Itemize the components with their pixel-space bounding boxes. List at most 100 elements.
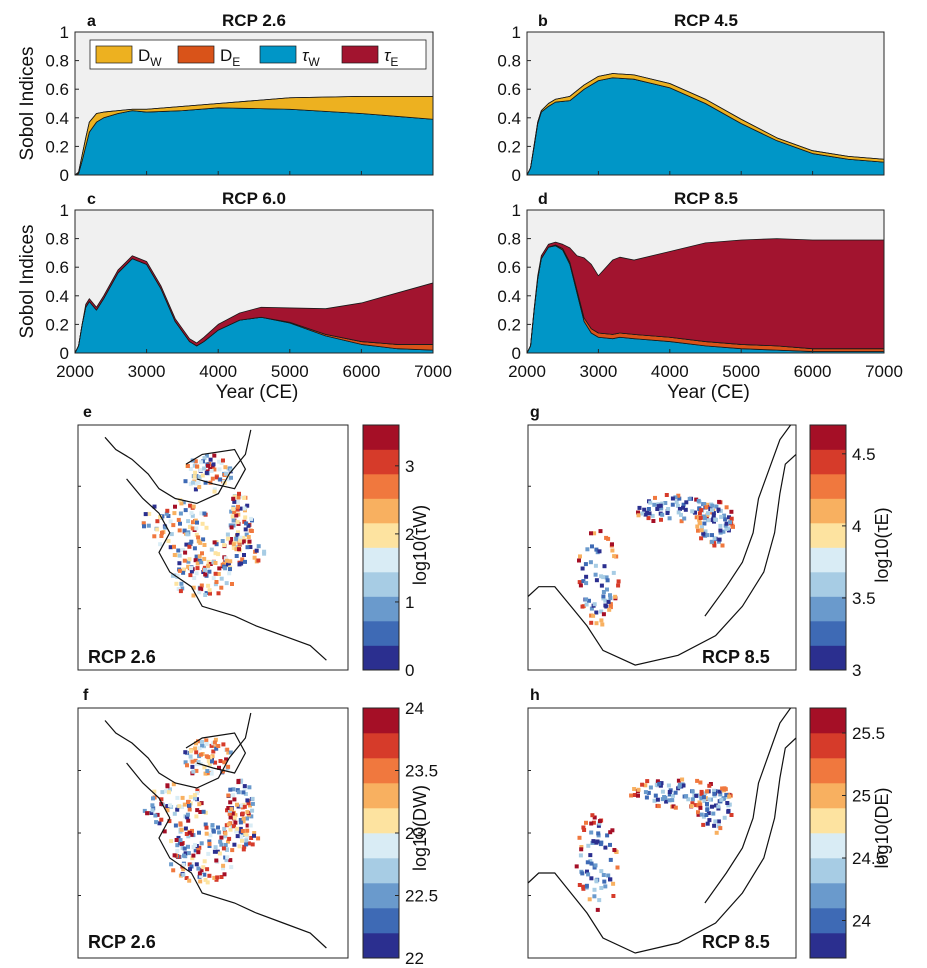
map-cell-f <box>194 741 198 746</box>
map-cell-e <box>158 515 163 519</box>
map-frame-h <box>527 707 797 959</box>
map-cell-f <box>174 838 179 842</box>
map-cell-g <box>591 613 596 618</box>
map-cell-f <box>198 810 203 814</box>
map-cell-e <box>231 546 236 550</box>
map-cell-h <box>643 790 648 795</box>
map-cell-f <box>241 819 246 824</box>
map-cell-f <box>221 742 226 747</box>
map-cell-f <box>219 835 224 840</box>
map-cell-h <box>599 886 604 890</box>
map-cell-e <box>209 547 214 552</box>
map-cell-e <box>191 593 196 598</box>
y-tick-label-d-0: 0 <box>512 344 521 363</box>
map-cell-f <box>214 877 219 882</box>
map-cell-e <box>165 508 170 513</box>
map-cell-e <box>235 533 240 537</box>
map-cell-f <box>186 844 190 849</box>
map-cell-h <box>677 783 682 787</box>
colorbar-tick-label-e-1: 1 <box>405 593 414 612</box>
map-cell-h <box>601 873 606 877</box>
panel-letter-g: g <box>530 404 540 421</box>
map-cell-e <box>243 527 248 532</box>
map-cell-e <box>190 513 195 518</box>
map-cell-f <box>237 844 242 849</box>
map-cell-f <box>208 755 213 760</box>
map-cell-e <box>206 583 211 588</box>
colorbar-tick-label-g-3: 4.5 <box>852 445 876 464</box>
map-cell-f <box>226 764 231 769</box>
legend-label-main-D_E: D <box>220 46 232 65</box>
map-cell-g <box>681 505 685 510</box>
map-cell-e <box>239 561 244 566</box>
map-cell-e <box>173 504 177 509</box>
map-cell-g <box>578 583 583 588</box>
map-cell-f <box>210 759 214 764</box>
map-cell-f <box>187 830 192 835</box>
x-tick-label-c-5: 7000 <box>414 362 452 381</box>
map-cell-g <box>717 499 722 504</box>
map-cell-f <box>235 802 239 807</box>
map-cell-g <box>589 531 593 536</box>
map-cell-e <box>231 542 236 547</box>
map-cell-h <box>643 783 648 788</box>
colorbar-label-g: log10(τE) <box>872 507 892 582</box>
map-cell-g <box>727 515 731 520</box>
map-cell-e <box>193 470 198 475</box>
map-cell-e <box>206 563 211 568</box>
map-cell-f <box>169 862 174 867</box>
map-cell-f <box>238 820 243 825</box>
map-cell-h <box>718 792 723 797</box>
colorbar-frame-g <box>809 424 847 671</box>
map-cell-f <box>241 790 246 795</box>
map-cell-e <box>201 537 206 542</box>
map-cell-e <box>204 453 209 458</box>
map-cell-f <box>245 810 250 815</box>
map-cell-f <box>172 853 177 858</box>
colorbar-label-f: log10(DW) <box>410 785 430 871</box>
map-cell-f <box>224 757 229 762</box>
map-cell-f <box>256 836 261 841</box>
map-cell-f <box>223 834 228 839</box>
map-cell-e <box>142 524 146 529</box>
map-cell-f <box>190 856 195 861</box>
map-cell-e <box>202 511 207 516</box>
map-cell-e <box>186 559 191 564</box>
map-cell-f <box>250 801 255 806</box>
map-cell-e <box>185 532 190 537</box>
map-cell-f <box>228 858 233 863</box>
map-cell-g <box>647 511 652 516</box>
map-cell-e <box>195 464 199 469</box>
map-cell-f <box>180 845 185 850</box>
map-cell-f <box>221 846 226 851</box>
map-cell-h <box>710 804 714 809</box>
panel-c: 0 0.2 0.4 0.6 0.8 1 2000 3000 4000 5000 6000 7000 c R… <box>17 189 452 403</box>
map-cell-h <box>596 831 601 836</box>
map-cell-f <box>212 875 217 880</box>
map-cell-h <box>690 801 695 806</box>
colorbar-band-e <box>363 596 399 622</box>
map-cell-f <box>172 811 177 816</box>
map-cell-f <box>228 787 233 792</box>
map-cell-h <box>722 796 726 801</box>
axis-frame-b <box>526 31 885 176</box>
map-cell-f <box>204 831 209 836</box>
map-cell-h <box>654 782 659 787</box>
map-cell-f <box>198 879 203 884</box>
colorbar-band-f <box>363 733 399 759</box>
map-cell-f <box>214 858 219 863</box>
map-cell-h <box>704 813 709 817</box>
map-cell-h <box>611 881 616 886</box>
map-cell-g <box>676 493 681 498</box>
map-cell-e <box>231 506 236 511</box>
map-cell-e <box>217 566 222 571</box>
map-cell-f <box>165 783 170 788</box>
map-cell-e <box>168 519 173 524</box>
map-cell-f <box>152 789 157 794</box>
map-cell-e <box>235 507 240 512</box>
map-cell-g <box>718 528 723 533</box>
x-tick-label-d-1: 3000 <box>579 362 617 381</box>
colorbar-band-e <box>363 474 399 499</box>
map-cell-e <box>191 504 196 509</box>
map-cell-e <box>175 573 180 578</box>
